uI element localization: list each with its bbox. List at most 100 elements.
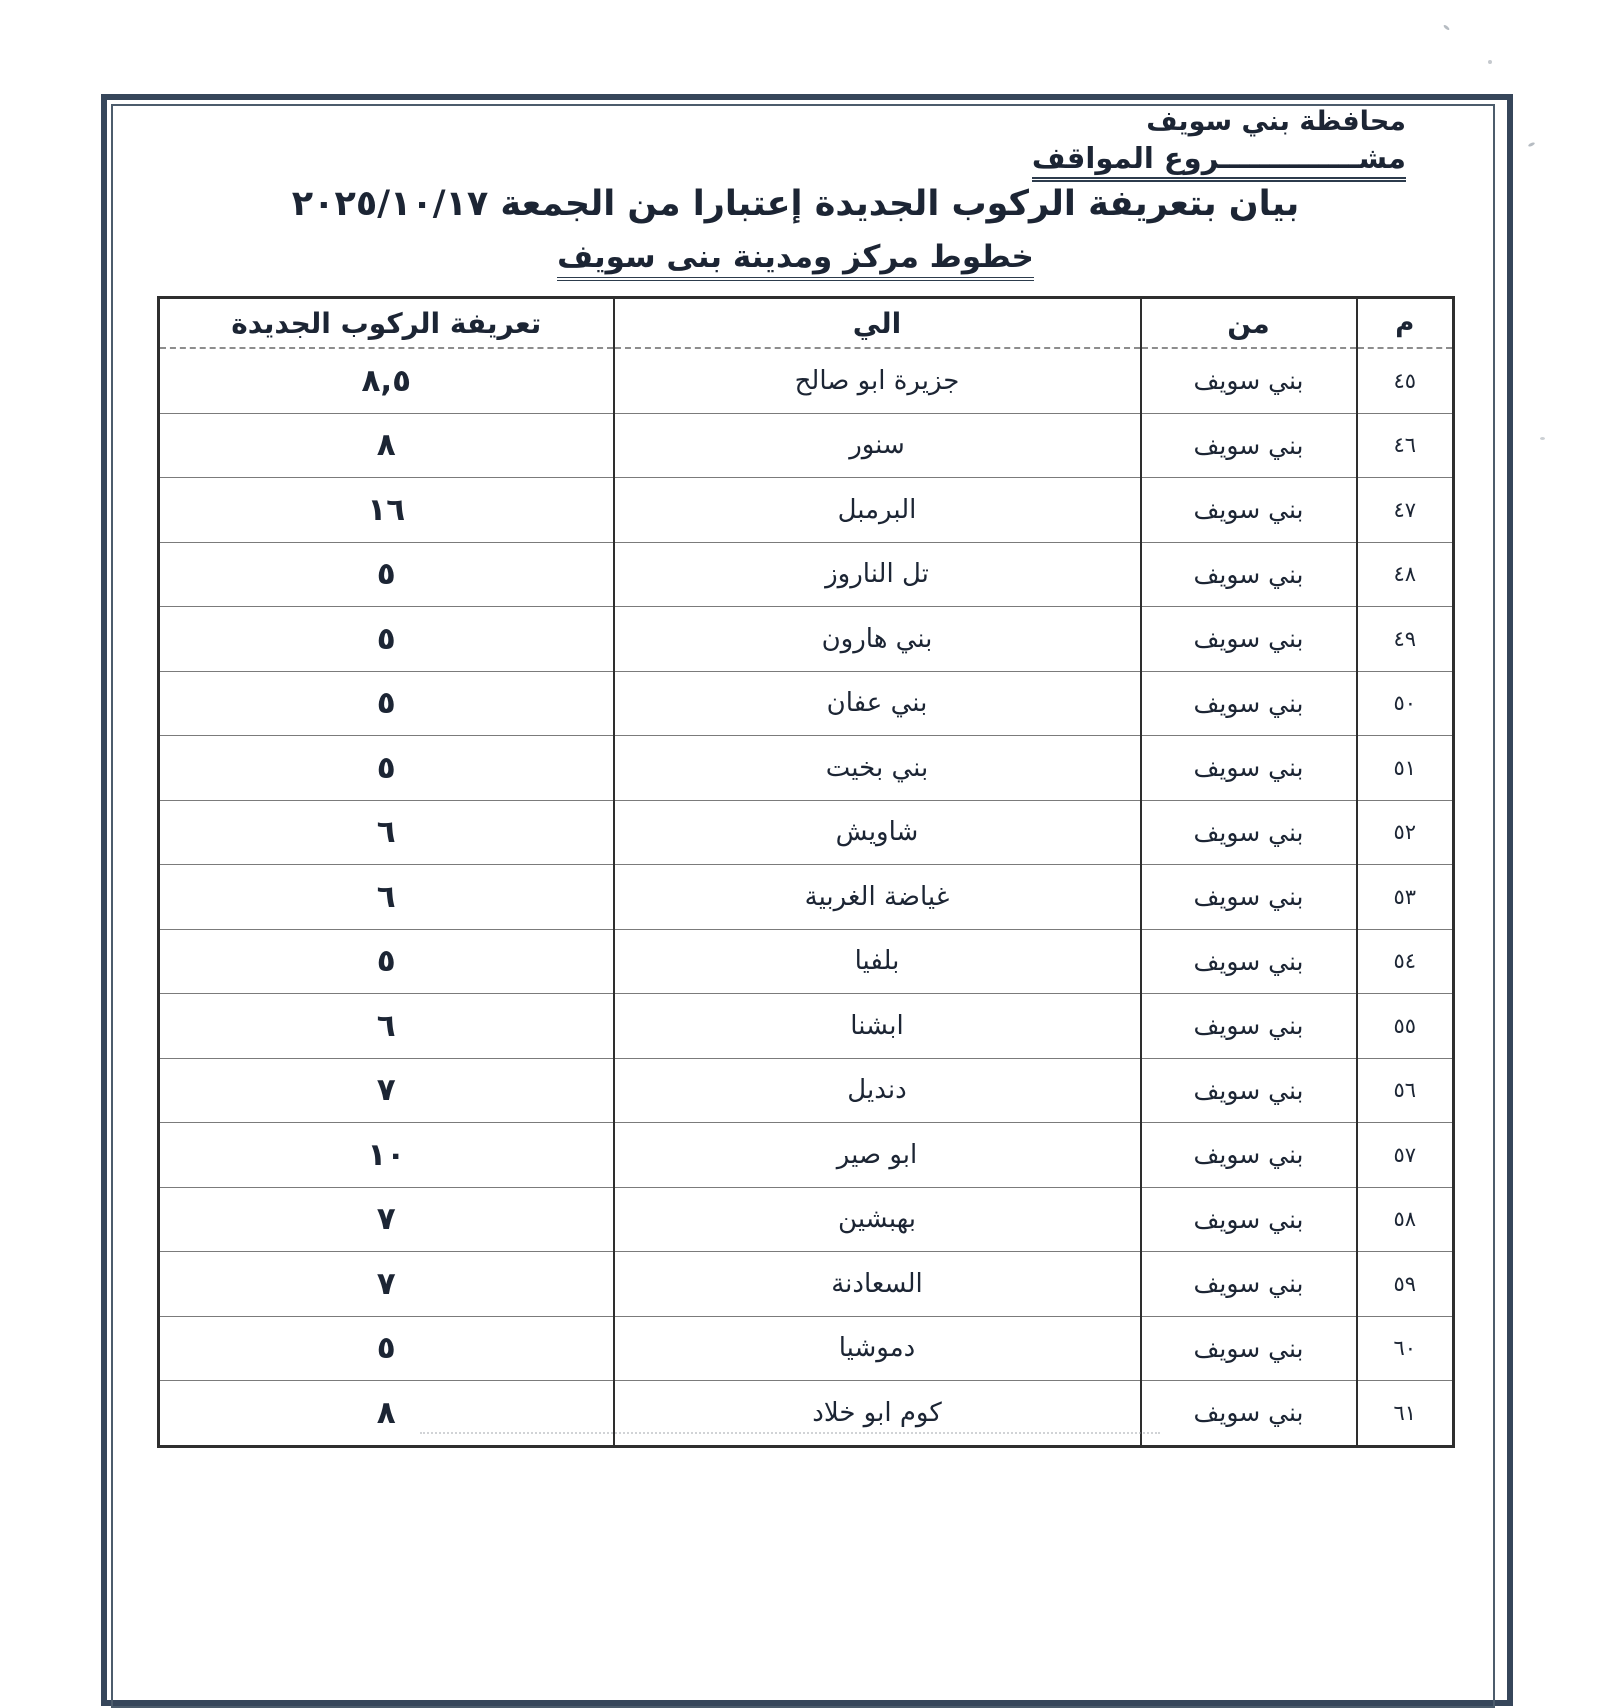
row-number-cell: ٤٦ <box>1355 412 1455 478</box>
row-number-cell: ٤٥ <box>1355 347 1455 414</box>
scan-speck <box>1488 60 1492 64</box>
fare-cell: ٥ <box>157 735 615 801</box>
fare-cell: ٥ <box>157 1315 615 1381</box>
to-cell: البرمبل <box>612 477 1142 543</box>
to-cell: دموشيا <box>612 1315 1142 1381</box>
fare-cell: ١٦ <box>157 477 615 543</box>
from-cell: بني سويف <box>1139 412 1358 478</box>
col-header-from: من <box>1139 297 1358 349</box>
row-number-cell: ٦٠ <box>1355 1315 1455 1381</box>
to-cell: غياضة الغربية <box>612 864 1142 930</box>
to-cell: كوم ابو خلاد <box>612 1380 1142 1447</box>
table-row: ٥٩ بني سويف السعادنة ٧ <box>157 1251 1455 1317</box>
table-row: ٥٨ بني سويف بهبشين ٧ <box>157 1186 1455 1252</box>
to-cell: دنديل <box>612 1057 1142 1123</box>
table-row: ٦٠ بني سويف دموشيا ٥ <box>157 1315 1455 1381</box>
from-cell: بني سويف <box>1139 799 1358 865</box>
fare-cell: ٧ <box>157 1251 615 1317</box>
project-name-line: مشــــــــــــــروع المواقف <box>1031 137 1406 182</box>
row-number-cell: ٥٠ <box>1355 670 1455 736</box>
to-cell: ابشنا <box>612 993 1142 1059</box>
from-cell: بني سويف <box>1139 1186 1358 1252</box>
fare-cell: ٨ <box>157 1380 615 1447</box>
to-cell: جزيرة ابو صالح <box>612 347 1142 414</box>
row-number-cell: ٥٢ <box>1355 799 1455 865</box>
letterhead: محافظة بني سويف مشــــــــــــــروع المو… <box>1031 106 1406 182</box>
from-cell: بني سويف <box>1139 735 1358 801</box>
row-number-cell: ٤٧ <box>1355 477 1455 543</box>
table-row: ٤٦ بني سويف سنور ٨ <box>157 412 1455 478</box>
row-number-cell: ٤٩ <box>1355 606 1455 672</box>
table-row: ٥٠ بني سويف بني عفان ٥ <box>157 670 1455 736</box>
scan-speck <box>1527 141 1536 148</box>
fare-table-body: ٤٥ بني سويف جزيرة ابو صالح ٨,٥ ٤٦ بني سويف سنو… <box>157 347 1455 1447</box>
fare-cell: ٨,٥ <box>157 347 615 414</box>
from-cell: بني سويف <box>1139 993 1358 1059</box>
table-row: ٤٧ بني سويف البرمبل ١٦ <box>157 477 1455 543</box>
to-cell: شاويش <box>612 799 1142 865</box>
col-header-num: م <box>1355 297 1455 349</box>
table-row: ٦١ بني سويف كوم ابو خلاد ٨ <box>157 1380 1455 1447</box>
to-cell: بني بخيت <box>612 735 1142 801</box>
document-title: بيان بتعريفة الركوب الجديدة إعتبارا من ا… <box>291 184 1300 224</box>
table-row: ٥٥ بني سويف ابشنا ٦ <box>157 993 1455 1059</box>
table-row: ٥٧ بني سويف ابو صير ١٠ <box>157 1122 1455 1188</box>
table-row: ٥٢ بني سويف شاويش ٦ <box>157 799 1455 865</box>
row-number-cell: ٥٥ <box>1355 993 1455 1059</box>
fare-cell: ١٠ <box>157 1122 615 1188</box>
from-cell: بني سويف <box>1139 1057 1358 1123</box>
fare-cell: ٧ <box>157 1186 615 1252</box>
fare-table: م من الي تعريفة الركوب الجديدة ٤٥ بني سوي… <box>157 296 1455 1448</box>
fare-cell: ٧ <box>157 1057 615 1123</box>
row-number-cell: ٥٣ <box>1355 864 1455 930</box>
from-cell: بني سويف <box>1139 1315 1358 1381</box>
document-subtitle: خطوط مركز ومدينة بنى سويف <box>557 239 1034 281</box>
fare-cell: ٦ <box>157 993 615 1059</box>
scan-artifact-cutoff-row <box>420 1432 1160 1434</box>
fare-cell: ٨ <box>157 412 615 478</box>
from-cell: بني سويف <box>1139 1380 1358 1447</box>
project-name: مشــــــــــــــروع المواقف <box>1031 141 1406 182</box>
fare-cell: ٦ <box>157 799 615 865</box>
table-row: ٥١ بني سويف بني بخيت ٥ <box>157 735 1455 801</box>
table-header-row: م من الي تعريفة الركوب الجديدة <box>157 297 1455 349</box>
row-number-cell: ٦١ <box>1355 1380 1455 1447</box>
table-row: ٤٥ بني سويف جزيرة ابو صالح ٨,٥ <box>157 347 1455 414</box>
from-cell: بني سويف <box>1139 347 1358 414</box>
table-row: ٥٦ بني سويف دنديل ٧ <box>157 1057 1455 1123</box>
row-number-cell: ٥٧ <box>1355 1122 1455 1188</box>
to-cell: بهبشين <box>612 1186 1142 1252</box>
table-row: ٥٤ بني سويف بلفيا ٥ <box>157 928 1455 994</box>
to-cell: بني هارون <box>612 606 1142 672</box>
row-number-cell: ٤٨ <box>1355 541 1455 607</box>
from-cell: بني سويف <box>1139 1122 1358 1188</box>
table-row: ٥٣ بني سويف غياضة الغربية ٦ <box>157 864 1455 930</box>
scan-speck <box>1540 437 1545 440</box>
scan-speck <box>1442 24 1451 31</box>
row-number-cell: ٥١ <box>1355 735 1455 801</box>
fare-cell: ٦ <box>157 864 615 930</box>
fare-cell: ٥ <box>157 606 615 672</box>
row-number-cell: ٥٩ <box>1355 1251 1455 1317</box>
from-cell: بني سويف <box>1139 541 1358 607</box>
row-number-cell: ٥٦ <box>1355 1057 1455 1123</box>
document-subtitle-line: خطوط مركز ومدينة بنى سويف <box>148 239 1443 281</box>
to-cell: سنور <box>612 412 1142 478</box>
fare-cell: ٥ <box>157 541 615 607</box>
from-cell: بني سويف <box>1139 670 1358 736</box>
row-number-cell: ٥٨ <box>1355 1186 1455 1252</box>
to-cell: تل الناروز <box>612 541 1142 607</box>
table-row: ٤٨ بني سويف تل الناروز ٥ <box>157 541 1455 607</box>
fare-cell: ٥ <box>157 670 615 736</box>
to-cell: بني عفان <box>612 670 1142 736</box>
from-cell: بني سويف <box>1139 928 1358 994</box>
row-number-cell: ٥٤ <box>1355 928 1455 994</box>
to-cell: السعادنة <box>612 1251 1142 1317</box>
to-cell: بلفيا <box>612 928 1142 994</box>
to-cell: ابو صير <box>612 1122 1142 1188</box>
from-cell: بني سويف <box>1139 606 1358 672</box>
table-row: ٤٩ بني سويف بني هارون ٥ <box>157 606 1455 672</box>
col-header-to: الي <box>612 297 1142 349</box>
governorate-name: محافظة بني سويف <box>1146 106 1406 137</box>
from-cell: بني سويف <box>1139 477 1358 543</box>
